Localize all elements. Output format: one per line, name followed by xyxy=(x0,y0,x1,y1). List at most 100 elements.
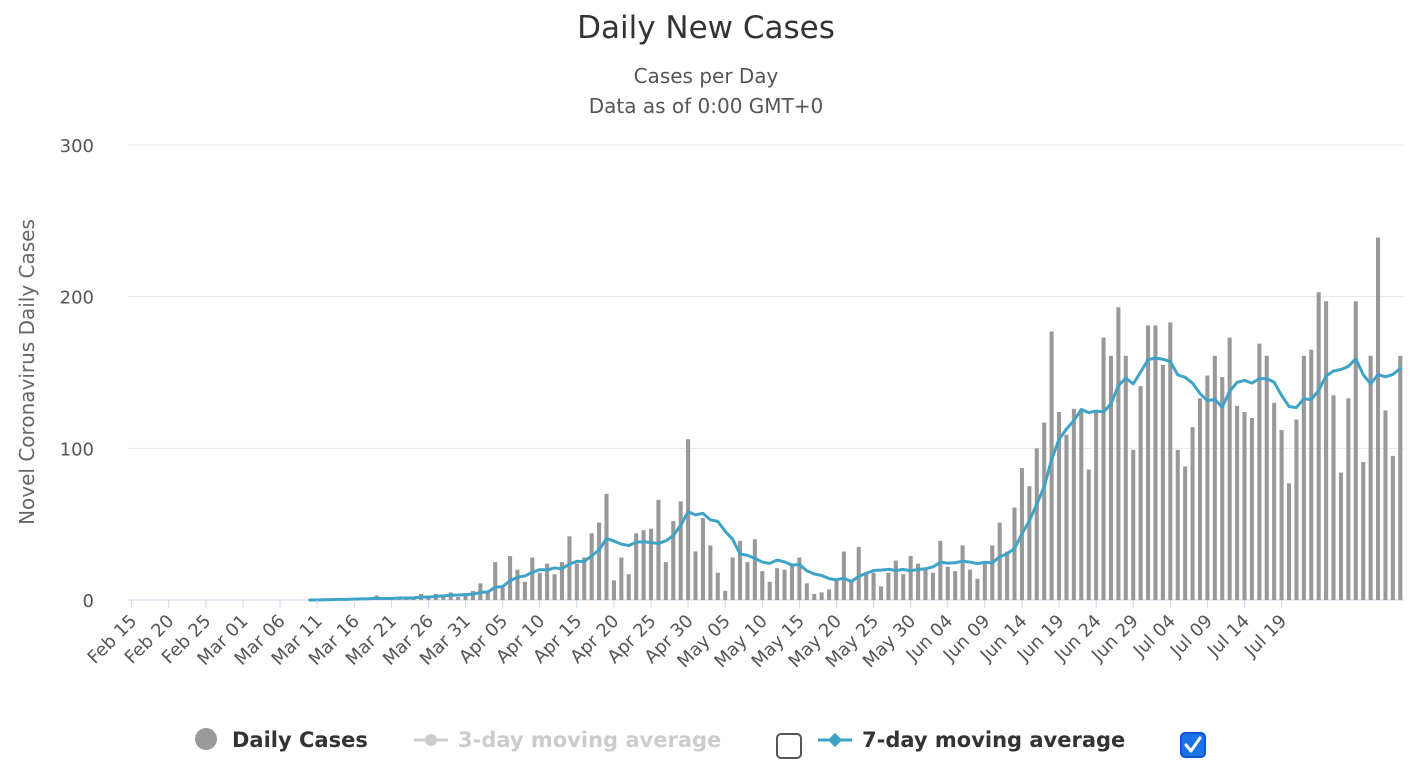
checkbox-3-day-average[interactable] xyxy=(776,733,802,759)
bar-day-98 xyxy=(856,546,861,600)
bar-day-58 xyxy=(559,562,565,600)
bar-day-140 xyxy=(1168,322,1173,600)
bar-day-84 xyxy=(752,539,757,600)
x-tick-label-30: Jul 14 xyxy=(1203,611,1254,662)
bar-day-119 xyxy=(1012,507,1017,600)
bar-day-131 xyxy=(1101,337,1106,600)
bar-day-162 xyxy=(1331,395,1336,600)
bar-day-89 xyxy=(789,563,794,600)
bar-day-78 xyxy=(708,545,713,600)
chart-subtitle-line-2: Data as of 0:00 GMT+0 xyxy=(589,94,824,118)
bar-day-163 xyxy=(1338,472,1343,600)
bar-day-92 xyxy=(812,593,817,600)
checkbox-7-day-average[interactable] xyxy=(1180,732,1206,758)
bar-day-62 xyxy=(589,533,594,600)
bar-day-147 xyxy=(1220,377,1225,600)
legend-item-daily-cases[interactable]: Daily Cases xyxy=(195,728,368,752)
bar-day-73 xyxy=(671,521,676,600)
bar-day-125 xyxy=(1056,411,1062,600)
bar-day-164 xyxy=(1346,398,1351,600)
bar-day-159 xyxy=(1309,349,1314,600)
bar-day-139 xyxy=(1160,364,1165,600)
bar-day-83 xyxy=(745,562,750,600)
chart-title: Daily New Cases xyxy=(577,10,835,46)
bar-day-165 xyxy=(1353,301,1358,600)
bar-day-67 xyxy=(626,574,631,600)
bar-day-103 xyxy=(893,560,898,600)
bar-day-45 xyxy=(463,593,468,600)
bar-day-168 xyxy=(1375,237,1381,600)
bar-day-88 xyxy=(782,569,787,600)
bar-day-130 xyxy=(1094,411,1099,600)
bar-day-68 xyxy=(634,533,639,600)
bar-day-109 xyxy=(938,540,943,600)
bar-day-111 xyxy=(953,571,958,600)
bar-day-76 xyxy=(693,551,698,600)
bar-day-138 xyxy=(1153,325,1158,600)
bar-day-166 xyxy=(1361,461,1366,600)
bar-day-112 xyxy=(960,545,965,600)
bar-day-144 xyxy=(1197,398,1203,600)
legend-item-3-day-average[interactable]: 3-day moving average xyxy=(414,728,721,752)
bar-day-169 xyxy=(1383,410,1388,600)
bar-day-145 xyxy=(1205,375,1210,600)
bar-day-150 xyxy=(1242,411,1247,600)
bar-day-124 xyxy=(1049,331,1054,600)
bar-day-99 xyxy=(864,572,869,600)
legend-label-7-day-average: 7-day moving average xyxy=(862,728,1125,752)
bar-day-49 xyxy=(493,562,498,600)
bar-day-105 xyxy=(908,556,913,600)
bar-day-70 xyxy=(648,528,654,600)
chart-subtitle-line-1: Cases per Day xyxy=(634,64,779,88)
bar-day-65 xyxy=(611,580,616,600)
legend-label-3-day-average: 3-day moving average xyxy=(458,728,721,752)
bar-day-127 xyxy=(1071,408,1076,600)
bar-day-50 xyxy=(500,587,505,600)
bar-day-54 xyxy=(530,557,535,600)
bar-day-114 xyxy=(975,578,980,600)
bar-day-141 xyxy=(1175,449,1180,600)
bar-day-66 xyxy=(619,557,624,600)
bar-day-42 xyxy=(441,595,446,600)
bar-day-156 xyxy=(1286,483,1292,600)
y-tick-label-200: 200 xyxy=(60,288,94,309)
bar-day-153 xyxy=(1264,355,1269,600)
bar-day-161 xyxy=(1324,301,1329,600)
bar-day-59 xyxy=(567,536,572,600)
bar-day-116 xyxy=(990,545,995,600)
bar-day-82 xyxy=(737,540,743,600)
bar-day-123 xyxy=(1042,422,1047,600)
y-tick-label-300: 300 xyxy=(60,136,94,157)
bar-series xyxy=(322,237,1403,600)
bar-day-155 xyxy=(1279,430,1284,600)
y-tick-label-0: 0 xyxy=(83,591,94,612)
bar-day-129 xyxy=(1086,469,1091,600)
bar-day-134 xyxy=(1123,355,1128,600)
bar-day-90 xyxy=(797,557,802,600)
bar-day-128 xyxy=(1079,408,1084,600)
bar-day-137 xyxy=(1146,325,1151,600)
bar-day-122 xyxy=(1034,448,1039,600)
bar-day-71 xyxy=(656,499,661,600)
bar-day-100 xyxy=(871,572,876,600)
bar-day-91 xyxy=(804,583,809,600)
line-7-day-moving-average xyxy=(308,356,1402,602)
bar-day-170 xyxy=(1390,455,1395,600)
bar-day-44 xyxy=(456,596,461,600)
legend-label-daily-cases: Daily Cases xyxy=(232,728,368,752)
bar-day-63 xyxy=(597,522,602,600)
bar-day-146 xyxy=(1212,355,1217,600)
bar-day-48 xyxy=(485,590,490,600)
bar-day-149 xyxy=(1235,405,1240,600)
checkmark-icon xyxy=(1184,736,1202,753)
bar-day-152 xyxy=(1257,343,1262,600)
bar-day-81 xyxy=(730,557,735,600)
bar-day-104 xyxy=(901,574,906,600)
legend-item-7-day-average[interactable]: 7-day moving average xyxy=(818,728,1125,752)
bar-day-60 xyxy=(574,563,579,600)
bar-day-79 xyxy=(715,572,720,600)
legend: Daily Cases 3-day moving average 7-day m… xyxy=(195,728,1206,759)
